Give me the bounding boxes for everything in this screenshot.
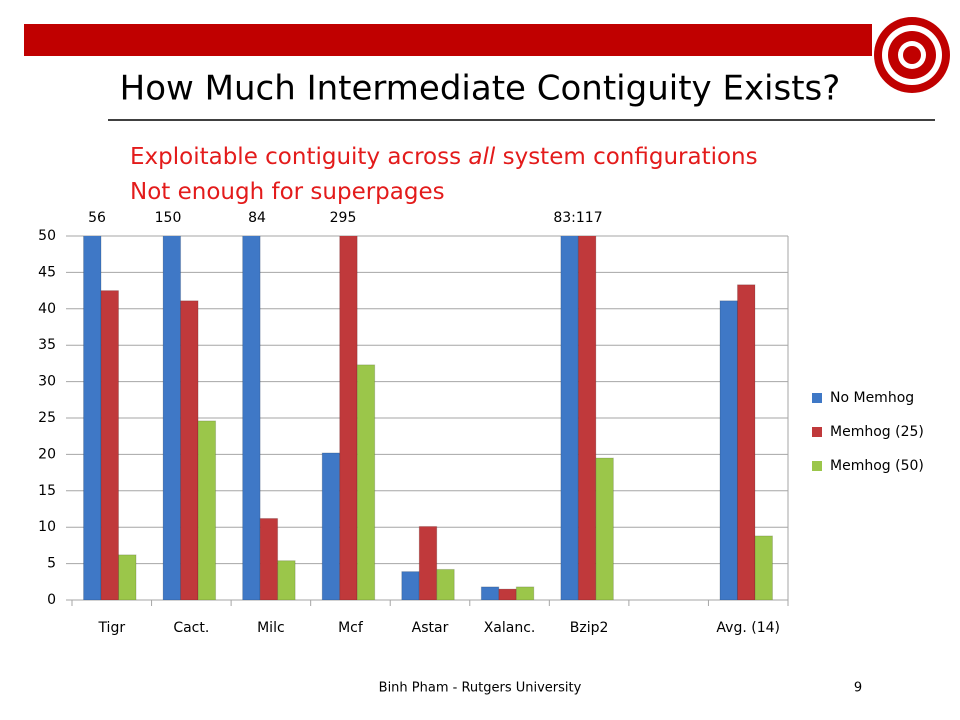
bar	[180, 300, 199, 600]
y-tick-label: 25	[38, 410, 56, 426]
y-tick-label: 50	[38, 228, 56, 244]
x-tick-label: Cact.	[173, 620, 209, 636]
bars	[83, 236, 773, 600]
y-tick-label: 40	[38, 301, 56, 317]
bar	[595, 457, 614, 600]
legend-swatch	[812, 393, 822, 403]
bar	[242, 236, 261, 600]
bar	[339, 236, 358, 600]
bar	[498, 588, 517, 600]
bar	[277, 560, 296, 600]
bullet-text: all	[468, 144, 495, 170]
bullet: Not enough for superpages	[130, 179, 445, 205]
bar	[118, 554, 137, 600]
y-tick-label: 15	[38, 483, 56, 499]
header-bar	[24, 24, 872, 56]
x-tick-label: Astar	[412, 620, 449, 636]
bar	[321, 452, 341, 600]
bar	[259, 517, 279, 600]
annotation: 83:117	[553, 210, 602, 226]
bar	[162, 236, 182, 600]
bar	[100, 290, 120, 600]
bar	[515, 586, 535, 600]
x-tick-label: Milc	[257, 620, 285, 636]
y-tick-label: 35	[38, 337, 56, 353]
y-tick-label: 10	[38, 519, 56, 535]
bar	[754, 535, 773, 600]
bar	[197, 420, 217, 600]
x-tick-label: Mcf	[338, 620, 364, 636]
bar	[83, 236, 102, 600]
bullet: Exploitable contiguity across all system…	[130, 144, 758, 170]
bar	[401, 571, 420, 600]
legend-label: Memhog (25)	[830, 424, 924, 440]
x-tick-label: Tigr	[97, 620, 125, 636]
legend-swatch	[812, 427, 822, 437]
y-tick-label: 0	[47, 592, 56, 608]
bullet-text: system configurations	[495, 144, 757, 170]
x-tick-label: Bzip2	[570, 620, 609, 636]
y-tick-label: 30	[38, 374, 56, 390]
bar	[480, 586, 500, 600]
legend-label: No Memhog	[830, 390, 914, 406]
bar	[436, 568, 455, 600]
annotation: 295	[330, 210, 357, 226]
legend-label: Memhog (50)	[830, 458, 924, 474]
footer: Binh Pham - Rutgers University	[379, 681, 582, 696]
bullet-text: Not enough for superpages	[130, 179, 445, 205]
x-tick-label: Xalanc.	[484, 620, 536, 636]
y-tick-label: 5	[47, 556, 56, 572]
bar	[418, 525, 438, 600]
annotation: 150	[155, 210, 182, 226]
bar	[719, 300, 738, 600]
bar	[577, 236, 597, 600]
legend-swatch	[812, 461, 822, 471]
y-tick-label: 20	[38, 446, 56, 462]
logo	[874, 17, 950, 93]
x-tick-label: Avg. (14)	[716, 620, 780, 636]
y-tick-label: 45	[38, 264, 56, 280]
annotation: 56	[88, 210, 106, 226]
annotation: 84	[248, 210, 266, 226]
bar	[736, 284, 756, 600]
slide-title: How Much Intermediate Contiguity Exists?	[120, 69, 841, 109]
bullet-text: Exploitable contiguity across	[130, 144, 468, 170]
bar	[356, 364, 376, 600]
page-number: 9	[854, 681, 862, 696]
